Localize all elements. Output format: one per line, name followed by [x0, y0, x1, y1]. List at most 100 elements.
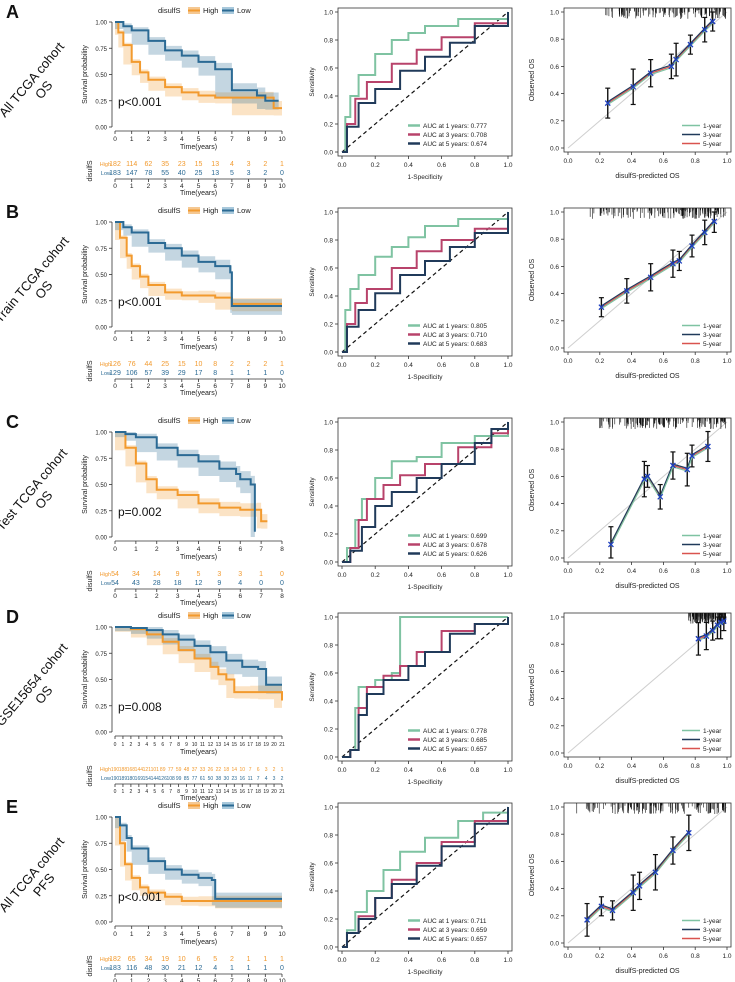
risk-x-tick-label: 5	[218, 593, 222, 600]
km-x-tick-label: 8	[247, 136, 251, 143]
risk-x-tick-label: 7	[230, 383, 234, 390]
cohort-label: Train TCGA cohort	[0, 233, 72, 325]
risk-low-count: 106	[126, 370, 138, 377]
cal-y-tick-label: 0.0	[550, 556, 559, 563]
risk-row-high-label: High	[100, 162, 111, 168]
roc-x-tick-label: 0.6	[437, 162, 446, 169]
risk-high-count: 114	[126, 161, 137, 168]
km-x-tick-label: 10	[192, 742, 198, 748]
risk-low-count: 1	[263, 965, 267, 972]
roc-diagonal	[341, 421, 509, 563]
km-y-label-group: Survival probability	[82, 245, 89, 304]
roc-x-tick-label: 0.8	[470, 362, 479, 369]
risk-low-count: 28	[153, 580, 161, 587]
risk-x-tick-label: 8	[247, 978, 251, 982]
risk-x-tick-label: 6	[213, 383, 217, 390]
risk-x-tick-label: 6	[213, 978, 217, 982]
risk-x-tick-label: 4	[180, 383, 184, 390]
risk-x-tick-label: 7	[259, 593, 263, 600]
risk-x-tick-label: 0	[113, 978, 117, 982]
roc-legend-entry: AUC at 5 years: 0.683	[423, 341, 487, 348]
km-legend-low: Low	[237, 6, 251, 15]
km-x-tick-label: 7	[230, 931, 234, 938]
risk-high-count: 1	[280, 161, 284, 168]
cal-y-tick-label: 0.8	[550, 237, 559, 244]
roc-y-tick-label: 1.0	[324, 10, 333, 17]
risk-high-count: 54	[111, 571, 119, 578]
cal-line-1yr	[601, 222, 715, 310]
risk-x-label: Time(years)	[180, 795, 217, 802]
km-low-curve	[115, 626, 282, 686]
cal-y-label-group: Observed OS	[529, 468, 536, 511]
km-legend-title: disulfS	[158, 206, 181, 215]
risk-x-tick-label: 9	[263, 383, 267, 390]
risk-low-count: 3	[247, 170, 251, 177]
km-y-tick-label: 0.00	[95, 921, 107, 927]
cal-x-label: disulfS-predicted OS	[615, 173, 680, 180]
cal-x-tick-label: 0.8	[691, 358, 700, 365]
cal-legend-entry: 1-year	[703, 123, 722, 130]
risk-high-count: 188	[119, 767, 128, 773]
risk-x-tick-label: 4	[145, 789, 148, 795]
roc-legend-entry: AUC at 5 years: 0.674	[423, 141, 487, 148]
cal-y-tick-label: 1.0	[550, 210, 559, 217]
risk-low-count: 0	[280, 580, 284, 587]
km-y-tick-label: 0.50	[95, 273, 107, 279]
risk-low-count: 0	[280, 370, 284, 377]
risk-table-title: disulfS	[87, 360, 94, 381]
cohort-label: GSE15654 cohort	[0, 640, 71, 729]
risk-low-count: 144	[151, 776, 160, 782]
cal-y-tick-label: 0.0	[550, 346, 559, 353]
cal-point-cross	[623, 287, 630, 294]
roc-legend-entry: AUC at 5 years: 0.657	[423, 936, 487, 943]
panel-letter: D	[6, 607, 19, 627]
risk-title-group: disulfS	[87, 160, 94, 181]
roc-y-tick-label: 0.0	[324, 945, 333, 952]
risk-x-tick-label: 8	[247, 383, 251, 390]
cal-legend-entry: 3-year	[703, 332, 722, 339]
cal-y-tick-label: 0.8	[550, 832, 559, 839]
cal-point-cross	[704, 443, 711, 450]
km-y-tick-label: 1.00	[95, 816, 107, 822]
roc-x-tick-label: 0.6	[437, 957, 446, 964]
cal-point-cross	[652, 869, 659, 876]
risk-high-count: 168	[127, 767, 136, 773]
risk-low-count: 30	[224, 776, 230, 782]
risk-high-count: 76	[128, 361, 136, 368]
cal-ideal-line	[567, 806, 728, 944]
cal-x-tick-label: 0.4	[627, 953, 636, 960]
risk-x-tick-label: 9	[263, 183, 267, 190]
km-low-ci	[115, 432, 255, 537]
cal-y-tick-label: 0.8	[550, 37, 559, 44]
roc-y-tick-label: 0.6	[324, 66, 333, 73]
cal-point-cross	[689, 243, 695, 249]
cal-x-tick-label: 0.6	[659, 568, 668, 575]
risk-low-count: 4	[265, 776, 268, 782]
risk-high-count: 77	[168, 767, 174, 773]
km-high-curve	[115, 221, 282, 305]
risk-x-tick-label: 10	[278, 978, 286, 982]
roc-x-tick-label: 0.4	[404, 957, 413, 964]
risk-high-count: 6	[197, 956, 201, 963]
km-x-tick-label: 8	[247, 931, 251, 938]
cohort-label: All TCGA cohort	[0, 39, 67, 120]
roc-y-tick-label: 0.8	[324, 238, 333, 245]
risk-row-low-label: Low	[101, 171, 111, 177]
km-x-tick-label: 8	[280, 546, 284, 553]
km-x-tick-label: 2	[147, 136, 151, 143]
cal-y-label-group: Observed OS	[529, 258, 536, 301]
cal-x-label: disulfS-predicted OS	[615, 968, 680, 975]
km-legend-title: disulfS	[158, 801, 181, 810]
roc-y-tick-label: 0.8	[324, 448, 333, 455]
risk-high-count: 182	[109, 956, 121, 963]
risk-low-count: 11	[248, 776, 253, 782]
risk-x-tick-label: 3	[137, 789, 140, 795]
km-low-curve	[115, 21, 279, 102]
risk-x-tick-label: 4	[180, 978, 184, 982]
km-x-tick-label: 0	[114, 742, 117, 748]
cal-x-tick-label: 0.0	[563, 568, 572, 575]
roc-legend-entry: AUC at 3 years: 0.659	[423, 927, 487, 934]
km-y-tick-label: 1.00	[95, 626, 107, 632]
km-x-tick-label: 5	[153, 742, 156, 748]
